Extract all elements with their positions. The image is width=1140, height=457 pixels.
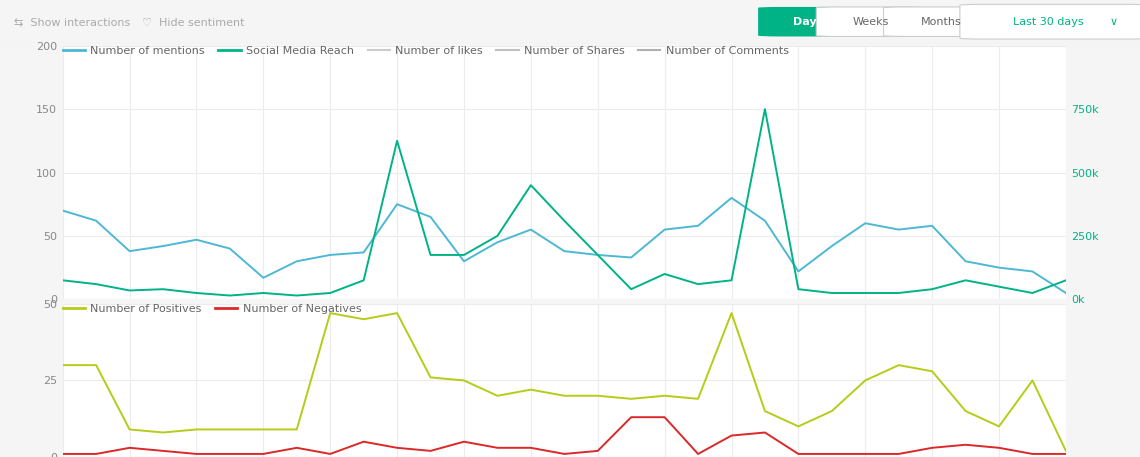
Legend: Number of Positives, Number of Negatives: Number of Positives, Number of Negatives bbox=[63, 304, 361, 314]
FancyBboxPatch shape bbox=[816, 7, 925, 37]
Text: ♡  Hide sentiment: ♡ Hide sentiment bbox=[142, 17, 245, 27]
Text: ∨: ∨ bbox=[1109, 17, 1118, 27]
Text: Last 30 days: Last 30 days bbox=[1013, 17, 1084, 27]
Text: Weeks: Weeks bbox=[853, 17, 888, 27]
Legend: Number of mentions, Social Media Reach, Number of likes, Number of Shares, Numbe: Number of mentions, Social Media Reach, … bbox=[63, 46, 789, 56]
Text: Months: Months bbox=[921, 17, 962, 27]
Text: Days: Days bbox=[793, 17, 823, 27]
Text: ⇆  Show interactions: ⇆ Show interactions bbox=[14, 17, 130, 27]
FancyBboxPatch shape bbox=[884, 7, 1000, 37]
FancyBboxPatch shape bbox=[960, 5, 1140, 39]
FancyBboxPatch shape bbox=[758, 7, 858, 37]
